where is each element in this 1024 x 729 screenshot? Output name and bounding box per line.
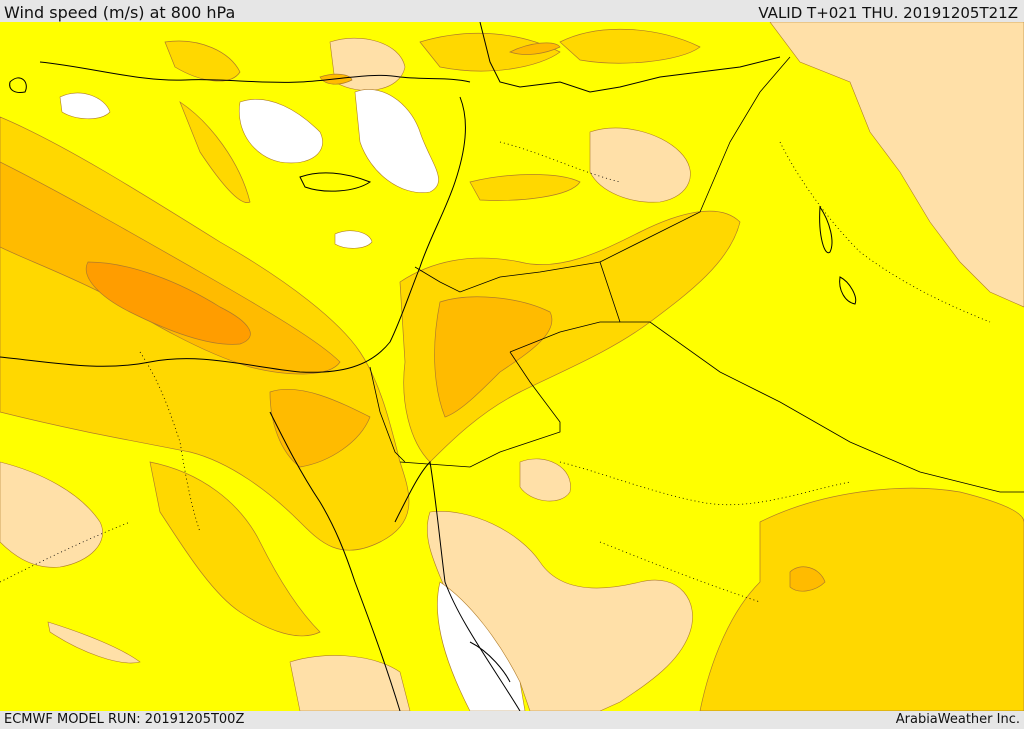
low-wind-patch-2 xyxy=(47,621,141,664)
internal-borders xyxy=(0,141,991,603)
map-footer: ECMWF MODEL RUN: 20191205T00Z ArabiaWeat… xyxy=(0,711,1024,729)
very-strong-wind-areas xyxy=(85,261,251,345)
strong-jordan xyxy=(434,296,553,418)
border-egypt-israel xyxy=(369,366,406,463)
model-run: ECMWF MODEL RUN: 20191205T00Z xyxy=(4,712,245,727)
dotted-border-libya xyxy=(0,521,131,583)
strong-arabia-patch xyxy=(789,566,826,592)
wind-speed-map[interactable] xyxy=(0,22,1024,711)
border-saudi-north xyxy=(599,261,1024,493)
calm-red-sea xyxy=(437,581,526,711)
moderate-aegean-streak xyxy=(179,101,251,203)
coastline-red-sea-island xyxy=(469,641,511,683)
border-iraq-west xyxy=(599,56,791,263)
low-wind-sudan xyxy=(289,655,411,711)
border-jordan-iraq xyxy=(509,321,620,353)
calm-areas xyxy=(59,89,526,711)
low-wind-iran xyxy=(769,22,1024,308)
credit: ArabiaWeather Inc. xyxy=(895,712,1020,727)
calm-patch-aegean xyxy=(59,92,111,120)
border-jordan-saudi xyxy=(399,351,561,468)
map-header: Wind speed (m/s) at 800 hPa VALID T+021 … xyxy=(0,0,1024,22)
low-wind-egypt-west xyxy=(0,461,103,568)
strong-black-sea-patch xyxy=(509,42,561,55)
border-syria-south xyxy=(414,261,601,293)
low-wind-iraq-north xyxy=(589,127,691,203)
moderate-north-iraq xyxy=(469,174,581,201)
calm-patch-mediterranean xyxy=(334,230,373,249)
dotted-border-iran xyxy=(779,141,991,323)
dotted-border-saudi-2 xyxy=(599,541,761,603)
coastline-red-sea-east xyxy=(394,460,521,711)
moderate-balkans xyxy=(164,40,241,82)
coastline-turkey-south xyxy=(39,61,471,83)
low-wind-areas xyxy=(0,22,1024,711)
low-wind-patch-1 xyxy=(519,458,571,502)
very-strong-core xyxy=(85,261,251,345)
map-canvas xyxy=(0,22,1024,711)
valid-time: VALID T+021 THU. 20191205T21Z xyxy=(758,4,1018,22)
coastline-mediterranean-south xyxy=(0,96,466,373)
calm-cyprus-area xyxy=(354,89,439,193)
calm-turkey-south xyxy=(238,99,323,164)
map-title: Wind speed (m/s) at 800 hPa xyxy=(4,3,236,22)
coastline-gulf-island-2 xyxy=(839,276,857,305)
dotted-border-syria xyxy=(499,141,621,183)
coastline-north-border xyxy=(479,22,781,93)
borders xyxy=(369,56,1024,493)
strong-wind-areas xyxy=(0,42,826,592)
moderate-egypt-south xyxy=(149,461,321,637)
coastline-gulf-island-1 xyxy=(819,205,833,254)
coastlines xyxy=(0,22,857,711)
coastline-cyprus xyxy=(299,172,372,192)
moderate-black-sea xyxy=(419,32,561,72)
coastline-aegean-island xyxy=(9,77,27,93)
moderate-caucasus xyxy=(559,28,701,64)
moderate-levant-corridor xyxy=(399,210,741,463)
strong-sinai xyxy=(269,388,371,468)
moderate-southeast-arabia xyxy=(699,487,1024,711)
coastline-red-sea-west xyxy=(269,411,401,711)
